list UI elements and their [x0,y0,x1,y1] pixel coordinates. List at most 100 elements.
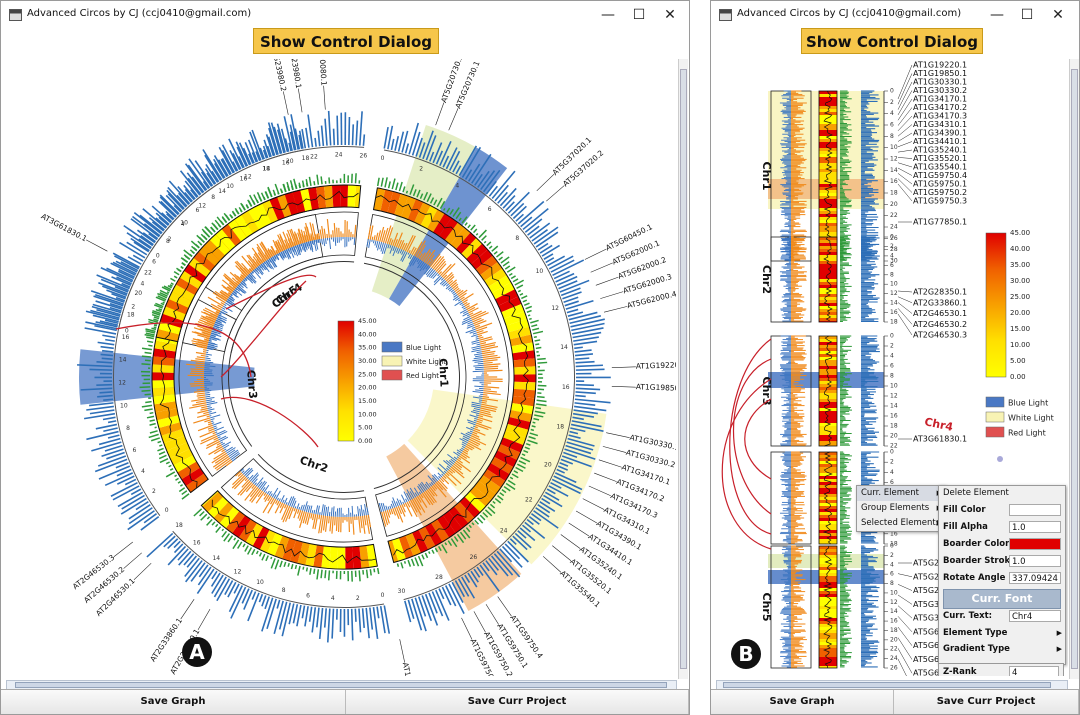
close-button[interactable]: ✕ [1052,7,1064,23]
leader-line [897,313,913,336]
blue-bar [567,437,595,447]
blue-bar [380,242,385,252]
orange-bar [440,477,445,483]
fill-alpha-input[interactable]: 1.0 [1009,521,1061,533]
blue-bar [574,398,611,404]
gene-label: AT1G19850.1 [913,69,967,78]
border-stroke-input[interactable]: 1.0 [1009,555,1061,567]
red-link [115,321,252,378]
save-graph-button[interactable]: Save Graph [1,690,346,714]
blue-bar [212,421,222,426]
blue-bar [445,285,451,290]
blue-bar [242,279,246,282]
blue-bar [466,324,475,329]
orange-bar [288,507,294,520]
delete-element-item[interactable]: Delete Element [943,488,1009,498]
blue-bar [207,343,215,347]
green-bar [535,346,542,350]
heatmap-cell [448,506,469,529]
heatmap-cell [161,428,185,444]
green-bar [242,543,246,548]
circos-canvas[interactable]: 0 2 4 6 8 10 12 14 16 18 20 22 24 26 28 30 Chr1 0 2 4 6 8 10 12… [6,59,676,676]
blue-bar [206,347,214,350]
orange-bar [219,291,229,299]
green-bar [462,529,471,539]
blue-bar [466,314,470,317]
vertical-scrollbar[interactable] [1069,59,1079,679]
heatmap-cell [464,491,486,513]
orange-bar [448,280,454,285]
orange-bar [483,367,499,370]
blue-bar [323,608,327,628]
blue-bar [177,548,189,561]
blue-bar [255,151,261,162]
curr-font-button[interactable]: Curr. Font [943,589,1061,609]
save-project-button[interactable]: Save Curr Project [346,690,689,714]
green-bar [471,522,475,526]
vertical-scroll-thumb[interactable] [680,69,687,669]
blue-bar [448,288,453,292]
orange-bar [448,469,454,474]
orange-bar [481,399,488,402]
menu-item-curr-element[interactable]: Curr. Element▶ [857,486,945,501]
orange-bar [468,307,479,314]
blue-bar [472,425,476,428]
element-type-item[interactable]: Element Type ▶ [939,626,1065,641]
green-bar [229,214,234,219]
blue-bar [460,432,471,438]
blue-bar [551,478,581,495]
green-bar [305,182,309,187]
close-button[interactable]: ✕ [664,7,676,23]
orange-bar [475,424,489,431]
blue-bar [183,184,196,200]
linear-canvas[interactable]: 0 2 4 6 8 10 12 14 16 18 20 22 24 26 28 30 Chr1 0 2 4 6 8 10 12… [716,59,1068,676]
heatmap-cell [819,339,837,342]
maximize-button[interactable]: ☐ [632,7,646,23]
orange-bar [442,274,448,279]
blue-bar [315,239,319,250]
blue-bar [564,300,579,307]
gradient-type-item[interactable]: Gradient Type ▶ [939,642,1065,657]
blue-bar [409,491,415,499]
menu-item-selected-elements[interactable]: Selected Elements▶ [857,516,945,531]
blue-bar [471,334,478,338]
border-color-label: Boarder Color [943,539,1010,549]
leader-line [897,132,913,142]
orange-bar [381,511,387,527]
maximize-button[interactable]: ☐ [1020,7,1034,23]
orange-bar [255,491,265,504]
border-color-swatch[interactable] [1009,538,1061,550]
vertical-scroll-thumb[interactable] [1071,69,1078,669]
save-graph-button[interactable]: Save Graph [711,690,894,714]
blue-bar [438,588,445,600]
leader-line [611,386,636,388]
blue-bar [482,562,490,572]
horizontal-scroll-thumb[interactable] [723,682,1051,688]
blue-bar [264,596,270,610]
fill-color-row[interactable]: Fill Color [939,502,1065,519]
show-control-dialog-button[interactable]: Show Control Dialog [801,28,983,54]
curr-text-input[interactable]: Chr4 [1009,610,1061,622]
blue-bar [221,149,236,173]
heatmap-cell [505,423,529,438]
rotate-angle-input[interactable]: 337.09424 [1009,572,1061,584]
horizontal-scroll-thumb[interactable] [15,682,667,688]
blue-bar [389,245,394,254]
tick-label: 8 [890,373,894,380]
heatmap-cell [819,521,837,524]
minimize-button[interactable]: — [601,7,615,23]
leader-line [552,545,572,561]
show-control-dialog-button[interactable]: Show Control Dialog [253,28,439,54]
orange-bar [263,493,268,500]
heatmap-cell [152,356,175,366]
vertical-scrollbar[interactable] [678,59,688,679]
orange-bar [392,508,397,516]
z-rank-input[interactable]: 4 [1009,666,1059,676]
blue-bar [447,286,452,291]
menu-item-group-elements[interactable]: Group Elements▶ [857,501,945,516]
fill-color-swatch[interactable] [1009,504,1061,516]
minimize-button[interactable]: — [990,7,1004,23]
save-project-button[interactable]: Save Curr Project [894,690,1079,714]
blue-bar [188,158,211,189]
blue-bar [94,458,128,473]
